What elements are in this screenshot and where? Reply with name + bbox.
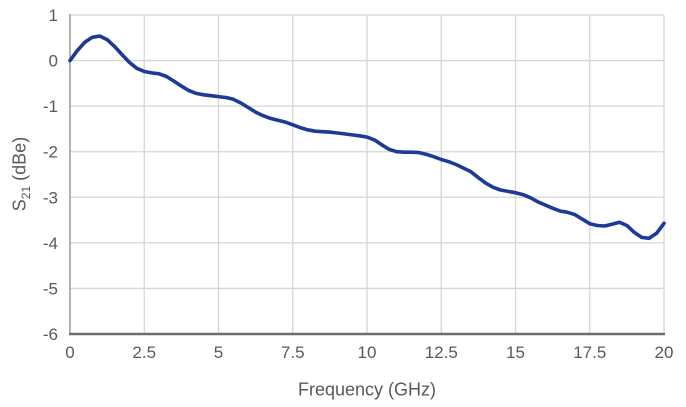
y-axis-title: S21 (dBe) <box>9 136 34 212</box>
x-tick-label: 10 <box>358 343 377 362</box>
x-tick-label: 5 <box>214 343 223 362</box>
x-tick-label: 2.5 <box>132 343 156 362</box>
x-axis-title: Frequency (GHz) <box>297 379 437 400</box>
x-tick-label: 0 <box>65 343 74 362</box>
y-tick-label: 0 <box>49 52 58 71</box>
x-tick-label: 12.5 <box>425 343 458 362</box>
y-tick-label: -2 <box>43 143 58 162</box>
x-tick-label: 17.5 <box>573 343 606 362</box>
y-tick-label: -6 <box>43 325 58 344</box>
series-line-S21 <box>68 34 666 241</box>
y-tick-label: -5 <box>43 279 58 298</box>
y-tick-label: 1 <box>49 6 58 25</box>
y-tick-label: -3 <box>43 188 58 207</box>
x-tick-label: 7.5 <box>281 343 305 362</box>
y-axis-title-unit: (dBe) <box>9 136 30 186</box>
y-axis-title-base: S <box>9 199 30 212</box>
x-tick-label: 20 <box>655 343 674 362</box>
y-axis-title-subscript: 21 <box>19 185 34 200</box>
y-tick-label: -4 <box>43 234 58 253</box>
y-tick-label: -1 <box>43 97 58 116</box>
x-tick-label: 15 <box>506 343 525 362</box>
